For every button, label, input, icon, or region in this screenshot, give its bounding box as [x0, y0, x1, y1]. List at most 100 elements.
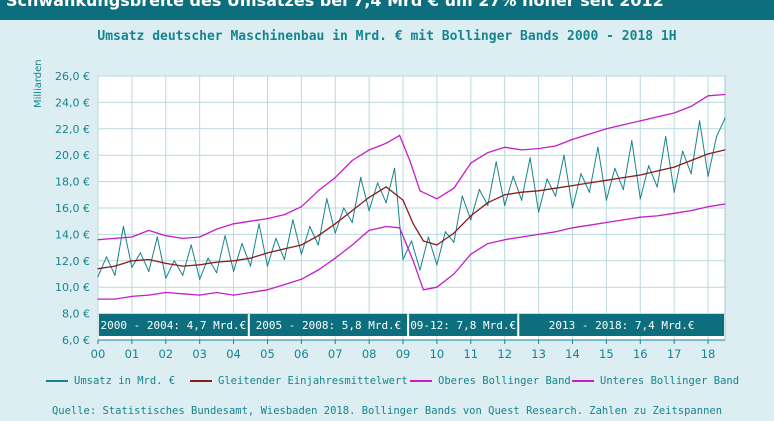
data-point-umsatz: [122, 225, 125, 228]
data-point-umsatz: [402, 258, 404, 261]
period-box: [249, 314, 408, 336]
data-point-umsatz: [698, 120, 701, 122]
data-point-unteres: [351, 244, 353, 246]
data-point-unteres: [605, 221, 607, 224]
chart-svg: 6,0 € 8,0 € 10,0 € 12,0 € 14,0 € 16,0 € 18,0 €…: [55, 70, 726, 361]
data-point-oberes: [673, 112, 675, 114]
data-point-mittel: [114, 265, 116, 267]
data-point-oberes: [148, 229, 150, 232]
data-point-unteres: [249, 291, 252, 294]
data-point-oberes: [266, 217, 269, 220]
data-point-mittel: [412, 223, 414, 225]
x-tick-label: 17: [667, 347, 682, 361]
legend-item-unteres: Unteres Bollinger Band: [572, 375, 739, 387]
data-point-unteres: [300, 278, 302, 280]
data-point-unteres: [470, 253, 472, 255]
data-point-umsatz: [241, 243, 243, 245]
data-point-oberes: [605, 128, 607, 130]
data-point-unteres: [97, 298, 99, 300]
data-point-unteres: [232, 294, 235, 296]
header-banner: Schwankungsbreite des Umsatzes bei 7,4 M…: [0, 0, 774, 20]
legend-swatch-oberes: [410, 380, 432, 382]
data-point-oberes: [707, 95, 709, 97]
chart-title: Umsatz deutscher Maschinenbau in Mrd. € …: [97, 29, 677, 44]
data-point-umsatz: [105, 256, 108, 258]
data-point-oberes: [232, 223, 235, 225]
data-point-umsatz: [182, 274, 184, 276]
data-point-oberes: [385, 142, 387, 144]
data-point-umsatz: [300, 253, 302, 255]
data-point-umsatz: [139, 252, 141, 254]
data-point-umsatz: [597, 146, 599, 148]
data-point-oberes: [97, 239, 99, 241]
data-point-oberes: [131, 236, 133, 238]
data-point-oberes: [182, 237, 184, 239]
data-point-unteres: [537, 233, 540, 235]
x-tick-label: 12: [497, 347, 512, 361]
data-point-mittel: [724, 149, 726, 151]
x-tick-label: 09: [396, 347, 411, 361]
data-point-mittel: [537, 190, 540, 192]
data-point-unteres: [487, 243, 489, 245]
data-point-umsatz: [131, 266, 133, 268]
data-point-mittel: [504, 194, 506, 196]
data-point-oberes: [554, 145, 557, 147]
data-point-umsatz: [326, 198, 328, 200]
x-tick-label: 03: [192, 347, 207, 361]
source-note: Quelle: Statistisches Bundesamt, Wiesbad…: [51, 405, 723, 417]
data-point-mittel: [266, 252, 269, 254]
data-point-mittel: [385, 186, 387, 188]
data-point-unteres: [724, 203, 726, 205]
data-point-unteres: [504, 239, 506, 241]
data-point-unteres: [412, 260, 414, 262]
data-point-umsatz: [631, 140, 633, 142]
data-point-oberes: [724, 93, 726, 96]
data-point-umsatz: [266, 265, 269, 267]
data-point-mittel: [249, 257, 252, 259]
data-point-mittel: [97, 268, 99, 270]
data-point-oberes: [571, 138, 574, 140]
data-point-unteres: [622, 219, 624, 221]
legend-item-oberes: Oberes Bollinger Band: [410, 375, 571, 387]
data-point-unteres: [422, 289, 424, 291]
x-tick-label: 15: [599, 347, 614, 361]
data-point-umsatz: [292, 219, 294, 221]
data-point-umsatz: [351, 221, 353, 224]
data-point-umsatz: [224, 235, 226, 237]
x-tick-label: 05: [260, 347, 275, 361]
data-point-oberes: [436, 198, 438, 200]
data-point-umsatz: [715, 136, 718, 138]
data-point-unteres: [707, 206, 709, 208]
data-point-oberes: [504, 146, 506, 148]
data-point-mittel: [283, 248, 286, 250]
x-tick-label: 18: [701, 347, 716, 361]
data-point-oberes: [470, 162, 472, 164]
data-point-umsatz: [249, 265, 252, 267]
x-tick-label: 13: [531, 347, 546, 361]
data-point-oberes: [399, 134, 401, 136]
data-point-umsatz: [368, 210, 370, 212]
x-tick-label: 06: [294, 347, 309, 361]
data-point-unteres: [399, 227, 401, 229]
data-point-unteres: [436, 286, 438, 288]
data-point-mittel: [690, 159, 692, 162]
data-point-umsatz: [622, 188, 624, 191]
data-point-unteres: [334, 257, 336, 259]
data-point-umsatz: [571, 207, 574, 209]
data-point-umsatz: [317, 244, 319, 246]
data-point-mittel: [232, 260, 235, 262]
data-point-mittel: [639, 174, 641, 176]
y-tick-label: 16,0 €: [55, 202, 90, 215]
data-point-unteres: [114, 298, 116, 300]
data-point-umsatz: [148, 270, 150, 272]
data-point-unteres: [165, 291, 167, 294]
data-point-umsatz: [427, 236, 430, 238]
data-point-unteres: [385, 225, 387, 228]
data-point-umsatz: [258, 223, 260, 225]
data-point-mittel: [165, 262, 167, 265]
data-point-mittel: [436, 244, 438, 246]
period-box-label: 2005 - 2008: 5,8 Mrd.€: [256, 319, 402, 332]
y-tick-label: 10,0 €: [55, 281, 90, 294]
data-point-oberes: [283, 214, 286, 216]
data-point-mittel: [656, 170, 658, 172]
